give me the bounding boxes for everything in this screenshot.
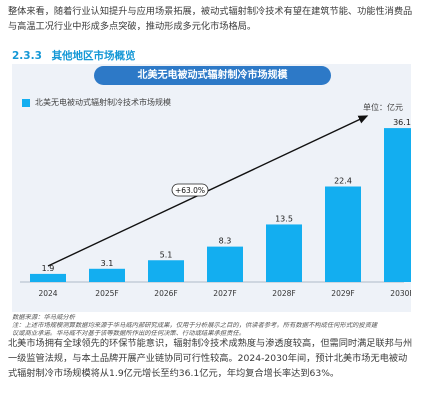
- chart-card: 北美无电被动式辐射制冷市场规模 北美无电被动式辐射制冷技术市场规模 单位：亿元 …: [12, 64, 411, 312]
- unit-label: 单位：亿元: [363, 103, 403, 112]
- intro-paragraph: 整体来看，随着行业认知提升与应用场景拓展，被动式辐射制冷技术有望在建筑节能、功能…: [8, 6, 413, 32]
- chart-banner-title: 北美无电被动式辐射制冷市场规模: [94, 66, 331, 85]
- x-tick-label: 2025F: [95, 289, 118, 298]
- notes-source: 数据来源：华马威分析: [12, 314, 75, 321]
- section-heading: 2.3.3 其他地区市场概览: [12, 48, 136, 63]
- bar-chart: 1.9 2024 3.1 2025F 5.1 2026F 8.3 2027F 13.5 2028F…: [20, 115, 411, 298]
- cagr-label: +63.0%: [175, 186, 205, 195]
- data-label: 36.1: [393, 118, 411, 127]
- x-tick-label: 2024: [38, 289, 57, 298]
- x-tick-label: 2029F: [331, 289, 354, 298]
- bar: [207, 246, 243, 282]
- closing-paragraph: 北美市场拥有全球领先的环保节能意识，辐射制冷技术成熟度与渗透度较高，但需同时满足…: [8, 338, 413, 379]
- section-number: 2.3.3: [12, 50, 42, 62]
- bar: [30, 273, 66, 282]
- x-tick-label: 2030F: [390, 289, 411, 298]
- data-label: 13.5: [275, 214, 293, 223]
- bar: [148, 260, 184, 282]
- cagr-bubble: [171, 183, 209, 197]
- legend-swatch: [22, 98, 30, 107]
- chart-notes: 数据来源：华马威分析 注：上述市场规模测算数据均来源于华马威内部研究成果，仅用于…: [12, 314, 412, 339]
- data-label: 5.1: [160, 250, 173, 259]
- x-tick-label: 2026F: [154, 289, 177, 298]
- section-title-text: 其他地区市场概览: [51, 50, 136, 62]
- data-label: 1.9: [42, 264, 55, 273]
- x-tick-label: 2027F: [213, 289, 236, 298]
- bar: [325, 186, 361, 282]
- bar: [384, 128, 411, 282]
- chart-legend: 北美无电被动式辐射制冷技术市场规模: [22, 97, 171, 108]
- data-label: 3.1: [101, 259, 114, 268]
- legend-label: 北美无电被动式辐射制冷技术市场规模: [35, 98, 171, 107]
- data-label: 8.3: [219, 237, 232, 246]
- x-tick-label: 2028F: [272, 289, 295, 298]
- bar: [266, 224, 302, 282]
- notes-line: 议或商业承诺。华马威不对基于该等数据所作出的任何决策、行动或结果承担责任。: [12, 330, 245, 338]
- notes-line: 注：上述市场规模测算数据均来源于华马威内部研究成果，仅用于分析展示之目的，供读者…: [12, 322, 378, 330]
- data-label: 22.4: [334, 177, 352, 186]
- bar: [89, 268, 125, 282]
